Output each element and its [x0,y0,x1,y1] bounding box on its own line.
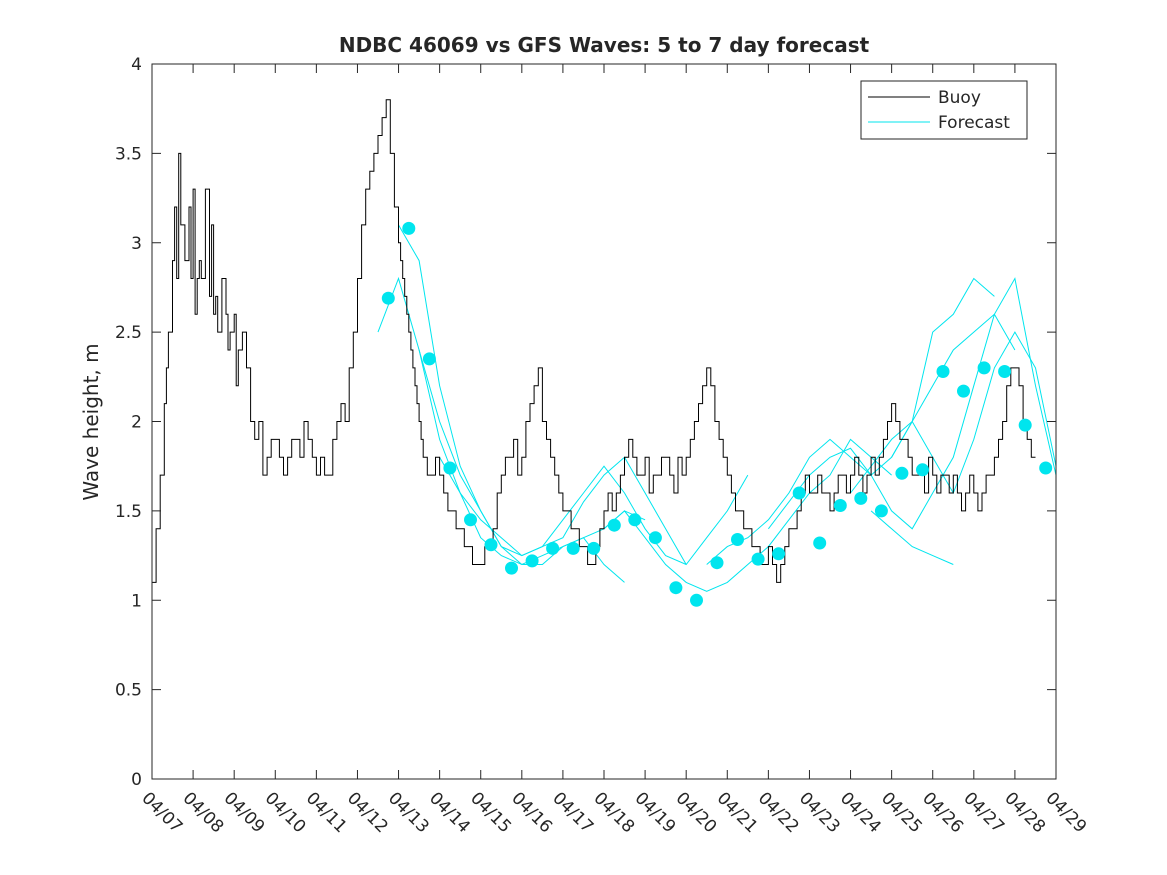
forecast-point [546,541,560,555]
forecast-point [813,536,827,550]
forecast-point [936,365,950,378]
y-tick-label: 1.5 [115,502,142,522]
forecast-point [792,486,806,500]
y-tick-label: 2.5 [115,323,142,343]
forecast-point [669,581,683,595]
forecast-point [1039,461,1053,475]
forecast-point [484,538,498,552]
forecast-point [464,513,477,527]
forecast-line [891,277,995,458]
y-tick-label: 2 [131,413,142,433]
forecast-point [895,466,909,480]
y-axis-label: Wave height, m [79,343,103,500]
y-tick-label: 1 [131,591,142,611]
forecast-line [439,457,749,566]
forecast-point [690,593,703,607]
y-tick-label: 4 [131,55,142,75]
forecast-point [525,554,539,568]
chart-title: NDBC 46069 vs GFS Waves: 5 to 7 day fore… [339,33,870,57]
forecast-point [751,552,765,566]
legend-box [860,80,1028,140]
forecast-point [505,561,518,575]
forecast-point [731,533,744,546]
forecast-point [443,461,457,475]
y-tick-label: 3.5 [115,144,142,164]
forecast-line [706,313,1016,565]
forecast-point [957,384,970,398]
forecast-point [998,365,1012,378]
forecast-line [768,277,1056,530]
y-tick-label: 3 [131,234,142,254]
forecast-point [607,518,621,532]
forecast-point [772,547,786,561]
buoy-line [152,99,1036,583]
legend-label-forecast: Forecast [938,113,1010,133]
forecast-point [566,541,580,555]
y-tick-label: 0 [131,770,142,790]
buoy-series [152,99,1036,583]
forecast-point [648,531,662,545]
forecast-line [870,510,954,565]
forecast-point [833,499,847,512]
forecast-point [381,291,395,305]
forecast-point [628,513,642,527]
forecast-point [874,504,888,518]
forecast-point [916,463,929,477]
y-tick-label: 0.5 [115,681,142,701]
forecast-point [710,556,724,570]
forecast-point [854,491,868,505]
forecast-point [402,221,416,235]
forecast-points [381,221,1053,607]
legend: Buoy Forecast [860,80,1028,140]
forecast-point [1018,418,1032,432]
forecast-point [587,541,601,555]
legend-label-buoy: Buoy [938,88,981,108]
forecast-point [977,361,991,375]
forecast-point [422,352,436,366]
